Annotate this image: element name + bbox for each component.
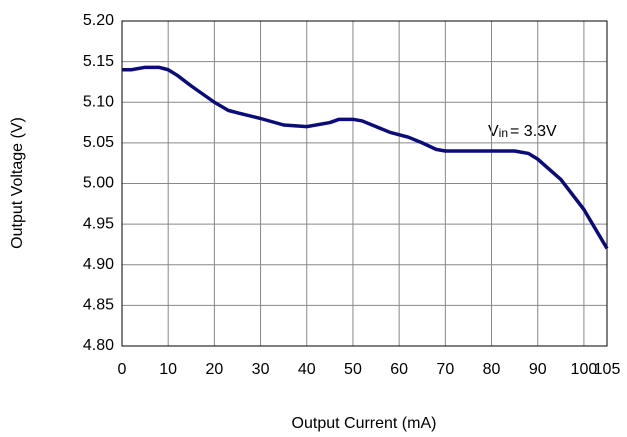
y-tick-label: 5.10 [83,93,114,110]
x-tick-label: 0 [118,361,127,378]
data-line [122,65,609,250]
y-tick-label: 5.20 [83,12,114,29]
annotation-rest: = 3.3V [510,123,557,140]
x-tick-label: 40 [298,361,316,378]
annotation: Vin = 3.3V [488,123,557,140]
x-tick-label: 50 [344,361,362,378]
y-tick-label: 4.90 [83,256,114,273]
annotation-sub: in [499,126,508,140]
x-axis-label: Output Current (mA) [292,415,437,432]
y-tick-label: 5.00 [83,175,114,192]
y-tick-label: 5.05 [83,134,114,151]
x-tick-label: 105 [594,361,621,378]
y-tick-label: 4.95 [83,215,114,232]
x-tick-label: 90 [529,361,547,378]
annotation-main: V [488,123,499,140]
x-tick-label: 60 [390,361,408,378]
x-tick-label: 80 [483,361,501,378]
x-tick-label: 20 [205,361,223,378]
x-tick-label: 10 [159,361,177,378]
y-axis-label: Output Voltage (V) [9,117,26,249]
x-tick-label: 30 [252,361,270,378]
plot-frame [121,20,608,347]
x-tick-label: 100 [571,361,598,378]
y-tick-label: 4.85 [83,297,114,314]
y-tick-label: 5.15 [83,53,114,70]
y-tick-label: 4.80 [83,337,114,354]
x-tick-label: 70 [436,361,454,378]
